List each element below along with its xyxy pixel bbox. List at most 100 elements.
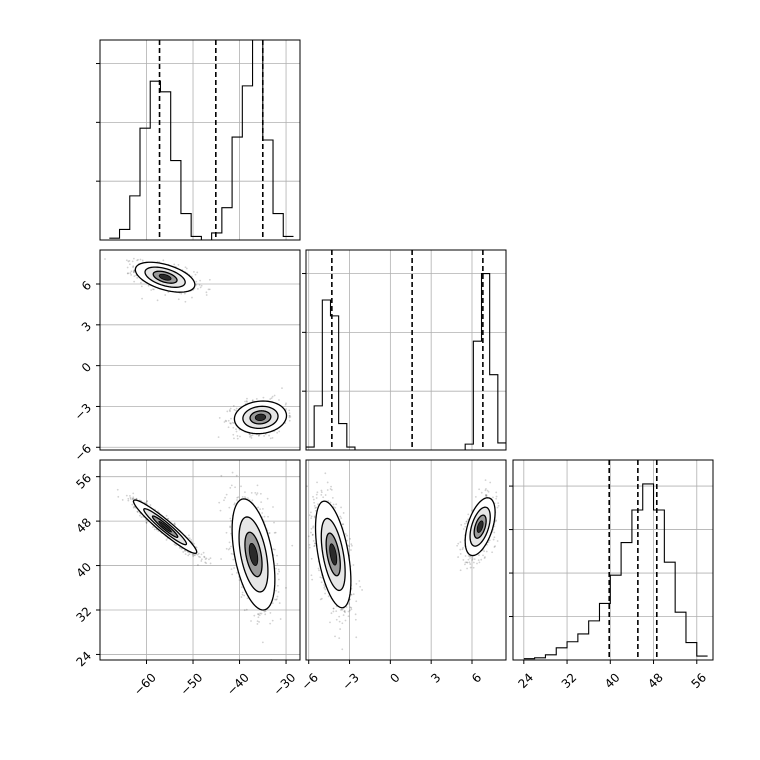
scatter-point bbox=[497, 504, 500, 507]
scatter-point bbox=[308, 543, 311, 546]
scatter-point bbox=[225, 547, 228, 550]
scatter-point bbox=[478, 561, 481, 564]
scatter-point bbox=[241, 496, 244, 498]
scatter-point bbox=[251, 399, 254, 402]
scatter-point bbox=[240, 485, 242, 488]
scatter-point bbox=[484, 556, 486, 558]
scatter-point bbox=[263, 515, 266, 518]
scatter-point bbox=[313, 542, 316, 545]
histogram-bar bbox=[232, 137, 242, 240]
density-contour bbox=[329, 543, 338, 566]
scatter-point bbox=[240, 596, 243, 598]
scatter-point bbox=[271, 619, 274, 622]
scatter-point bbox=[145, 519, 147, 521]
y-tick-label: 0 bbox=[79, 360, 94, 375]
scatter-point bbox=[235, 474, 238, 477]
scatter-point bbox=[484, 479, 487, 482]
scatter-point bbox=[271, 437, 274, 439]
histogram-bar bbox=[130, 196, 140, 240]
scatter-point bbox=[493, 525, 496, 528]
scatter-point bbox=[489, 481, 492, 484]
scatter-point bbox=[228, 541, 231, 544]
scatter-point bbox=[262, 396, 265, 399]
scatter-point bbox=[235, 409, 238, 412]
scatter-point bbox=[236, 572, 238, 574]
scatter-point bbox=[303, 531, 305, 533]
scatter-point bbox=[259, 508, 261, 511]
scatter-point bbox=[244, 400, 246, 403]
scatter-point bbox=[469, 563, 472, 565]
scatter-point bbox=[200, 553, 203, 556]
scatter-point bbox=[183, 292, 186, 295]
scatter-point bbox=[493, 531, 496, 534]
axes-frame bbox=[305, 249, 507, 451]
scatter-point bbox=[258, 614, 261, 617]
density-contour bbox=[158, 273, 172, 281]
scatter-point bbox=[494, 520, 497, 522]
scatter-point bbox=[219, 509, 222, 512]
scatter-point bbox=[289, 415, 292, 418]
scatter-point bbox=[276, 572, 279, 575]
scatter-point bbox=[199, 286, 202, 289]
scatter-point bbox=[482, 554, 484, 557]
scatter-point bbox=[338, 615, 341, 618]
scatter-point bbox=[184, 553, 187, 556]
scatter-point bbox=[312, 498, 315, 501]
scatter-point bbox=[279, 618, 282, 620]
scatter-point bbox=[340, 506, 342, 509]
scatter-point bbox=[231, 421, 234, 424]
scatter-point bbox=[318, 569, 320, 572]
scatter-point bbox=[231, 573, 234, 576]
scatter-point bbox=[329, 621, 331, 624]
scatter-point bbox=[132, 497, 135, 500]
scatter-point bbox=[465, 561, 468, 564]
scatter-point bbox=[467, 558, 470, 561]
scatter-point bbox=[288, 419, 291, 422]
scatter-point bbox=[146, 500, 148, 503]
scatter-point bbox=[345, 606, 348, 608]
scatter-point bbox=[278, 430, 281, 433]
scatter-point bbox=[202, 551, 205, 554]
scatter-point bbox=[269, 398, 272, 400]
scatter-point bbox=[492, 496, 494, 499]
scatter-point bbox=[339, 515, 342, 518]
scatter-point bbox=[354, 618, 357, 621]
scatter-point bbox=[349, 609, 351, 612]
scatter-point bbox=[477, 559, 480, 561]
x-tick-label: −50 bbox=[178, 670, 206, 698]
scatter-point bbox=[468, 561, 471, 564]
histogram-bar bbox=[498, 443, 506, 450]
scatter-point bbox=[478, 554, 480, 557]
scatter-point bbox=[250, 491, 253, 494]
x-tick-label: −40 bbox=[224, 670, 252, 698]
scatter-point bbox=[301, 410, 303, 412]
scatter-point bbox=[229, 422, 232, 425]
scatter-point bbox=[288, 414, 291, 417]
scatter-point bbox=[320, 489, 323, 492]
histogram-bar bbox=[339, 424, 347, 450]
scatter-point bbox=[485, 494, 487, 496]
scatter-point bbox=[327, 595, 330, 598]
scatter-point bbox=[471, 559, 474, 561]
scatter-point bbox=[319, 598, 322, 601]
scatter-point bbox=[136, 511, 139, 513]
scatter-point bbox=[342, 523, 345, 526]
scatter-point bbox=[346, 539, 348, 542]
scatter-point bbox=[329, 501, 332, 504]
scatter-point bbox=[225, 531, 228, 534]
scatter-point bbox=[261, 641, 264, 644]
scatter-point bbox=[133, 280, 136, 283]
scatter-point bbox=[324, 494, 327, 496]
scatter-point bbox=[132, 492, 135, 495]
scatter-point bbox=[236, 496, 239, 499]
scatter-point bbox=[128, 259, 131, 262]
scatter-point bbox=[193, 542, 195, 545]
scatter-point bbox=[203, 556, 206, 559]
scatter-point bbox=[116, 488, 119, 491]
scatter-point bbox=[190, 275, 193, 278]
panel-scatter-1-0: 630−3−6 bbox=[72, 249, 303, 464]
scatter-point bbox=[472, 566, 475, 569]
scatter-point bbox=[204, 558, 207, 561]
scatter-point bbox=[271, 395, 274, 398]
